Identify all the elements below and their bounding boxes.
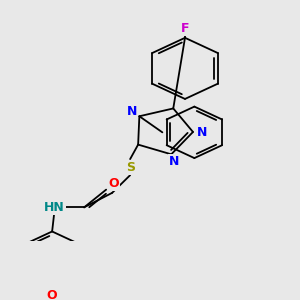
Text: N: N	[197, 126, 207, 139]
Text: HN: HN	[44, 201, 64, 214]
Text: F: F	[181, 22, 189, 35]
Text: O: O	[47, 289, 57, 300]
Text: N: N	[169, 155, 179, 168]
Text: O: O	[109, 177, 119, 190]
Text: S: S	[126, 160, 135, 174]
Text: N: N	[127, 105, 137, 118]
